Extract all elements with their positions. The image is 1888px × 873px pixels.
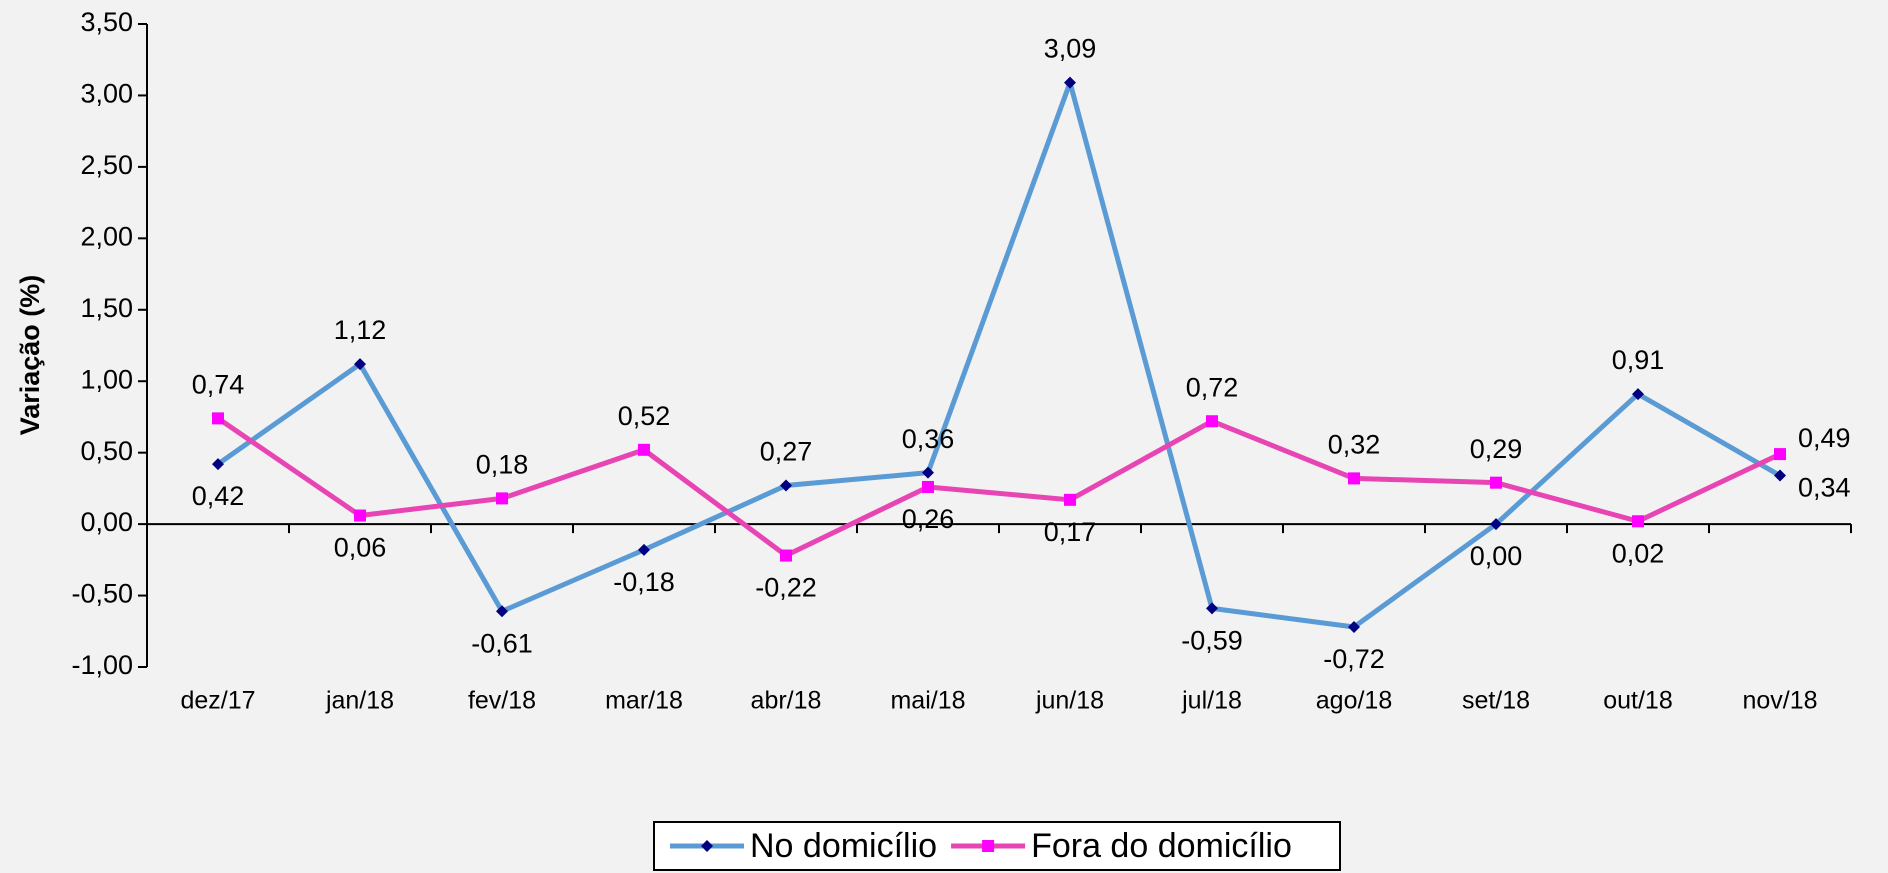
data-label: 0,26 (902, 504, 955, 534)
marker (1206, 602, 1218, 615)
data-label: 0,32 (1328, 430, 1381, 460)
marker (780, 479, 792, 492)
legend: No domicílio Fora do domicílio (653, 821, 1341, 871)
x-tick-label: mar/18 (605, 687, 683, 715)
data-label: 0,34 (1798, 473, 1851, 503)
x-tick-label: jun/18 (1035, 687, 1104, 715)
marker (1064, 76, 1076, 89)
marker (1774, 469, 1786, 482)
marker (1632, 388, 1644, 401)
x-tick-label: jul/18 (1181, 687, 1242, 715)
series-line (216, 80, 1782, 630)
data-label: 0,42 (192, 481, 245, 511)
data-label: 0,49 (1798, 423, 1851, 453)
x-tick-label: jan/18 (325, 687, 394, 715)
data-label: 0,74 (192, 369, 245, 399)
legend-marker (701, 840, 713, 852)
data-label: -0,61 (471, 628, 533, 658)
marker (496, 605, 508, 618)
series-line (216, 416, 1782, 559)
x-tick-label: dez/17 (180, 687, 255, 715)
marker (354, 358, 366, 371)
data-label: -0,18 (613, 567, 675, 597)
x-tick-label: nov/18 (1742, 687, 1817, 715)
data-label: 1,12 (334, 315, 387, 345)
x-tick-label: out/18 (1603, 687, 1673, 715)
marker (1632, 515, 1644, 528)
x-tick-label: set/18 (1462, 687, 1530, 715)
legend-marker (982, 840, 995, 852)
data-label: 3,09 (1044, 34, 1097, 64)
marker (780, 549, 792, 562)
x-tick-label: ago/18 (1316, 687, 1392, 715)
x-tick-label: fev/18 (468, 687, 536, 715)
y-tick-label: 3,50 (80, 7, 133, 37)
marker (354, 509, 366, 522)
marker (212, 412, 224, 425)
data-label: 0,91 (1612, 345, 1665, 375)
x-tick-label: mai/18 (890, 687, 965, 715)
y-tick-label: 3,00 (80, 79, 133, 109)
legend-label: No domicílio (750, 827, 937, 865)
legend-label: Fora do domicílio (1031, 827, 1292, 865)
data-label: 0,52 (618, 401, 671, 431)
marker (212, 458, 224, 471)
data-label: 0,36 (902, 424, 955, 454)
marker (922, 480, 934, 493)
x-tick-label: abr/18 (751, 687, 822, 715)
y-tick-label: -1,00 (71, 650, 133, 680)
y-axis-label: Variação (%) (15, 275, 45, 436)
data-label: 0,00 (1470, 541, 1523, 571)
marker (1348, 620, 1360, 633)
data-label: 0,72 (1186, 372, 1239, 402)
y-tick-label: 0,50 (80, 436, 133, 466)
marker (1348, 472, 1360, 485)
y-tick-label: 0,00 (80, 507, 133, 537)
marker (922, 466, 934, 479)
data-label: 0,17 (1044, 517, 1097, 547)
marker (638, 543, 650, 556)
marker (496, 492, 508, 505)
marker (1206, 415, 1218, 428)
data-label: 0,29 (1470, 434, 1523, 464)
data-label: 0,27 (760, 437, 813, 467)
marker (638, 443, 650, 456)
y-tick-label: 2,00 (80, 221, 133, 251)
y-tick-label: 1,00 (80, 364, 133, 394)
data-label: -0,22 (755, 573, 817, 603)
y-tick-label: 2,50 (80, 150, 133, 180)
y-tick-label: 1,50 (80, 293, 133, 323)
marker (1490, 476, 1502, 489)
marker (1774, 448, 1786, 461)
data-label: 0,18 (476, 450, 529, 480)
data-label: -0,59 (1181, 626, 1243, 656)
data-label: -0,72 (1323, 644, 1385, 674)
marker (1064, 493, 1076, 506)
data-label: 0,06 (334, 533, 387, 563)
marker (1490, 518, 1502, 531)
y-tick-label: -0,50 (71, 579, 133, 609)
data-label: 0,02 (1612, 538, 1665, 568)
